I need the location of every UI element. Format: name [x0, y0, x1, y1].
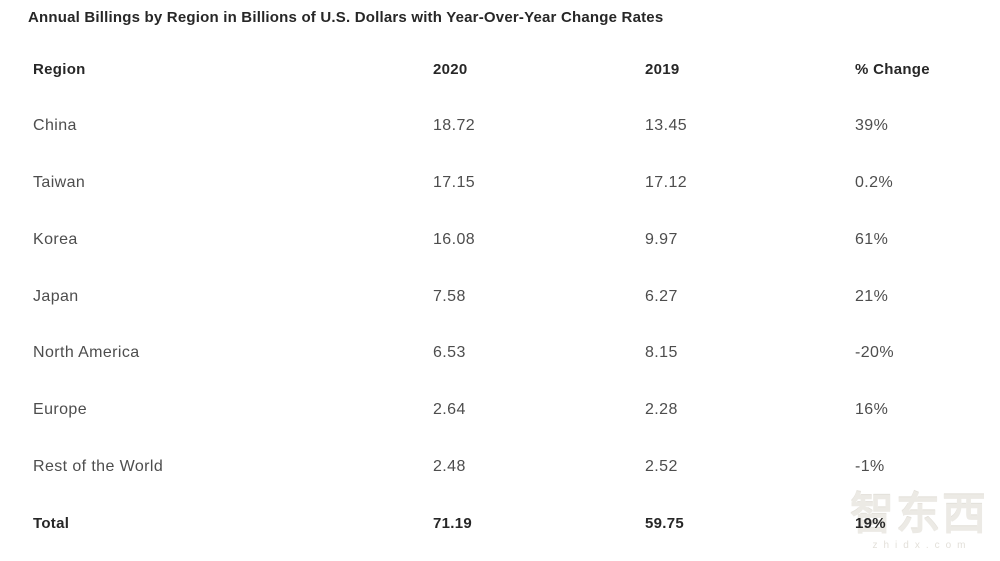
- zhidx-logo: 智东西: [850, 490, 988, 539]
- table-row-rest-of-world: Rest of the World 2.48 2.52 -1%: [33, 439, 1000, 496]
- change-cell: 21%: [855, 287, 889, 305]
- region-cell: Rest of the World: [33, 457, 164, 475]
- region-cell: Europe: [33, 401, 87, 419]
- page-title: Annual Billings by Region in Billions of…: [28, 9, 664, 26]
- value-2020-cell: 2.48: [433, 457, 466, 475]
- change-cell: 0.2%: [855, 173, 894, 191]
- value-2020-cell: 6.53: [433, 344, 466, 362]
- table-row-china: China 18.72 13.45 39%: [33, 98, 1000, 155]
- table-row-north-america: North America 6.53 8.15 -20%: [33, 325, 1000, 382]
- change-cell: 16%: [855, 401, 889, 419]
- change-cell: 39%: [855, 117, 889, 135]
- region-cell: China: [33, 117, 77, 135]
- zhidx-url: zhidx.com: [872, 540, 972, 551]
- value-2020-cell: 18.72: [433, 117, 476, 135]
- table-row-taiwan: Taiwan 17.15 17.12 0.2%: [33, 155, 1000, 212]
- table-row-japan: Japan 7.58 6.27 21%: [33, 268, 1000, 325]
- value-2020-cell: 16.08: [433, 230, 476, 248]
- change-cell: -1%: [855, 457, 885, 475]
- value-2020-cell: 17.15: [433, 173, 476, 191]
- region-cell: Korea: [33, 230, 78, 248]
- table-row-korea: Korea 16.08 9.97 61%: [33, 211, 1000, 268]
- table-row-total: Total 71.19 59.75 19%: [33, 495, 1000, 552]
- table-header-row: Region 2020 2019 % Change: [33, 41, 1000, 98]
- value-2019-cell: 2.52: [645, 457, 678, 475]
- change-cell: 19%: [855, 515, 886, 533]
- table-row-europe: Europe 2.64 2.28 16%: [33, 382, 1000, 439]
- region-cell: Japan: [33, 287, 79, 305]
- value-2019-cell: 13.45: [645, 117, 688, 135]
- region-cell: Taiwan: [33, 173, 86, 191]
- value-2020-cell: 7.58: [433, 287, 466, 305]
- value-2020-cell: 2.64: [433, 401, 466, 419]
- change-cell: -20%: [855, 344, 894, 362]
- billings-table: Region 2020 2019 % Change China 18.72 13…: [33, 41, 1000, 552]
- value-2019-cell: 8.15: [645, 344, 678, 362]
- value-2019-cell: 2.28: [645, 401, 678, 419]
- value-2019-cell: 9.97: [645, 230, 678, 248]
- watermark: 智东西 zhidx.com: [850, 490, 988, 552]
- value-2019-cell: 17.12: [645, 173, 688, 191]
- value-2019-cell: 59.75: [645, 515, 685, 533]
- region-cell: Total: [33, 515, 70, 533]
- column-header-2019: 2019: [645, 60, 680, 78]
- region-cell: North America: [33, 344, 140, 362]
- value-2020-cell: 71.19: [433, 515, 473, 533]
- change-cell: 61%: [855, 230, 889, 248]
- value-2019-cell: 6.27: [645, 287, 678, 305]
- column-header-change: % Change: [855, 60, 930, 78]
- column-header-region: Region: [33, 60, 86, 78]
- column-header-2020: 2020: [433, 60, 468, 78]
